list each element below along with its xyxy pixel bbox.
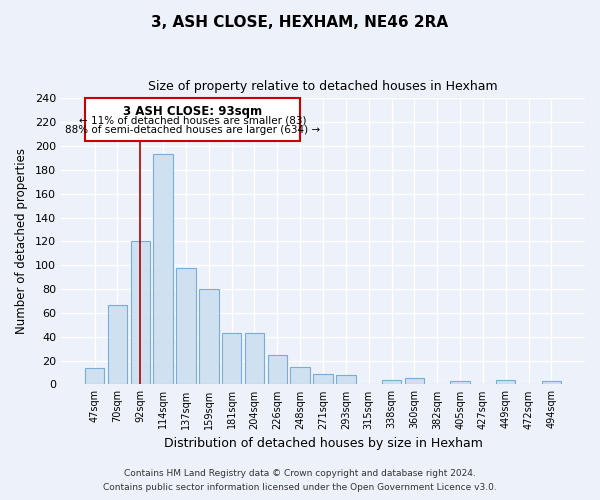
Bar	[542, 381, 561, 384]
Bar	[108, 304, 127, 384]
Bar	[382, 380, 401, 384]
Bar	[176, 268, 196, 384]
Text: ← 11% of detached houses are smaller (83): ← 11% of detached houses are smaller (83…	[79, 115, 307, 125]
Bar	[313, 374, 333, 384]
Bar	[268, 354, 287, 384]
Bar	[290, 366, 310, 384]
Bar	[451, 381, 470, 384]
X-axis label: Distribution of detached houses by size in Hexham: Distribution of detached houses by size …	[164, 437, 482, 450]
Bar	[336, 375, 356, 384]
Bar	[245, 333, 264, 384]
FancyBboxPatch shape	[85, 98, 300, 141]
Text: Contains HM Land Registry data © Crown copyright and database right 2024.: Contains HM Land Registry data © Crown c…	[124, 468, 476, 477]
Text: 3 ASH CLOSE: 93sqm: 3 ASH CLOSE: 93sqm	[123, 106, 262, 118]
Title: Size of property relative to detached houses in Hexham: Size of property relative to detached ho…	[148, 80, 498, 93]
Bar	[222, 333, 241, 384]
Text: 3, ASH CLOSE, HEXHAM, NE46 2RA: 3, ASH CLOSE, HEXHAM, NE46 2RA	[151, 15, 449, 30]
Y-axis label: Number of detached properties: Number of detached properties	[15, 148, 28, 334]
Bar	[199, 289, 218, 384]
Bar	[131, 242, 150, 384]
Bar	[85, 368, 104, 384]
Text: Contains public sector information licensed under the Open Government Licence v3: Contains public sector information licen…	[103, 484, 497, 492]
Bar	[404, 378, 424, 384]
Bar	[154, 154, 173, 384]
Text: 88% of semi-detached houses are larger (634) →: 88% of semi-detached houses are larger (…	[65, 124, 320, 134]
Bar	[496, 380, 515, 384]
